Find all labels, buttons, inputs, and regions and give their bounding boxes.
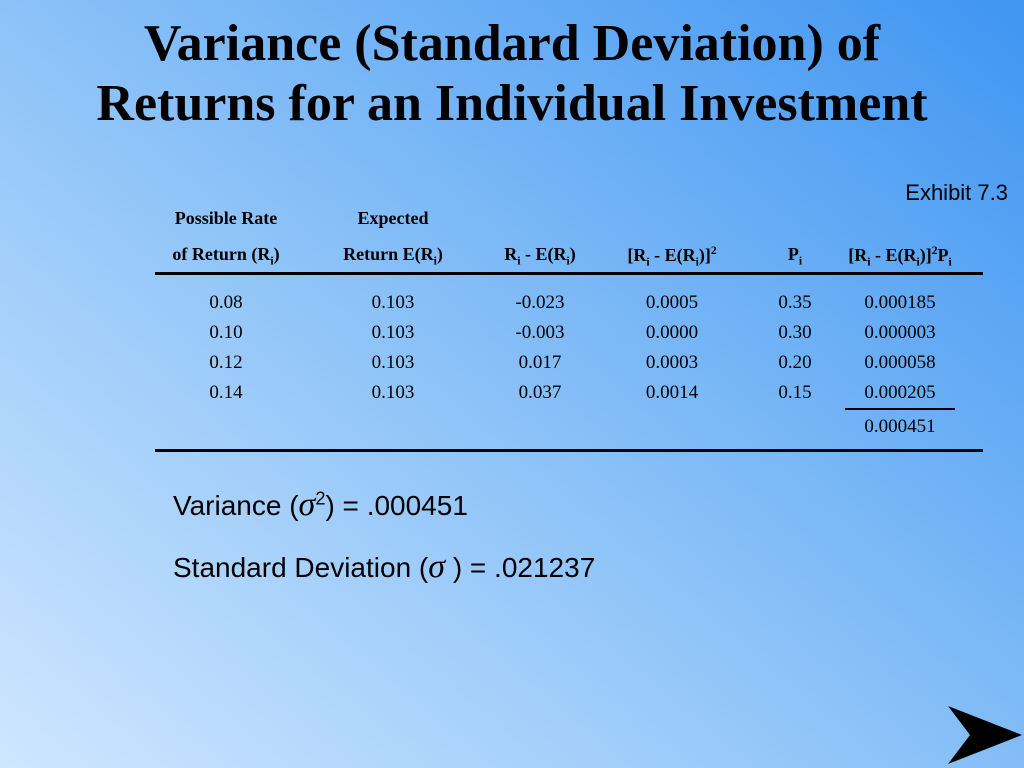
text: [R: [848, 245, 868, 265]
title: Variance (Standard Deviation) of Returns …: [0, 14, 1024, 134]
column-header: [Ri - E(Ri)]2Pi: [815, 244, 985, 269]
subscript: i: [695, 255, 699, 269]
text: Possible Rate: [174, 208, 278, 228]
table-cell: 0.0000: [645, 322, 699, 343]
table-cell: 0.000205: [864, 382, 936, 403]
result-line: Standard Deviation (σ ) = .021237: [173, 548, 595, 586]
table-cell: 0.0003: [645, 352, 699, 373]
text: P: [937, 245, 949, 265]
symbol: σ: [298, 486, 316, 523]
table-cell: 0.30: [778, 322, 812, 343]
superscript: 2: [710, 244, 717, 257]
symbol: σ: [428, 548, 446, 585]
text: - E(R: [520, 244, 567, 264]
column-header: Expected: [308, 208, 478, 229]
text: Variance (: [173, 490, 299, 521]
table-cell: 0.103: [371, 322, 415, 343]
next-arrow[interactable]: [944, 702, 1024, 768]
table-cell: 0.103: [371, 292, 415, 313]
table-cell: 0.08: [209, 292, 243, 313]
table-cell: 0.017: [518, 352, 562, 373]
table-cell: 0.000058: [864, 352, 936, 373]
subscript: i: [270, 254, 274, 268]
text: of Return (R: [172, 244, 271, 264]
table-cell: 0.103: [371, 382, 415, 403]
text: ) = .000451: [325, 490, 468, 521]
table-cell: 0.14: [209, 382, 243, 403]
text: Return E(R: [343, 244, 434, 264]
sum-rule: [845, 408, 955, 410]
title-line: Returns for an Individual Investment: [96, 75, 928, 132]
table-cell: 0.103: [371, 352, 415, 373]
table-cell: 0.10: [209, 322, 243, 343]
table-cell: 0.0005: [645, 292, 699, 313]
column-header: Possible Rate: [141, 208, 311, 229]
text: Expected: [357, 208, 429, 228]
text: Standard Deviation (: [173, 552, 429, 583]
text: ): [436, 244, 443, 264]
title-line: Variance (Standard Deviation) of: [143, 15, 881, 72]
text: )]: [698, 245, 711, 265]
table-cell: -0.023: [515, 292, 565, 313]
text: ): [273, 244, 280, 264]
subscript: i: [948, 255, 952, 269]
table-cell: 0.000003: [864, 322, 936, 343]
text: - E(R: [870, 245, 917, 265]
table-cell: 0.15: [778, 382, 812, 403]
column-header: Return E(Ri): [308, 244, 478, 268]
column-header: Pi: [710, 244, 880, 268]
subscript: i: [916, 255, 920, 269]
text: [R: [627, 245, 647, 265]
superscript: 2: [315, 488, 326, 509]
text: R: [504, 244, 518, 264]
subscript: i: [517, 254, 521, 268]
text: - E(R: [649, 245, 696, 265]
column-header: Ri - E(Ri): [455, 244, 625, 268]
superscript: 2: [931, 244, 938, 257]
column-header: of Return (Ri): [141, 244, 311, 268]
table-cell: 0.0014: [645, 382, 699, 403]
table-cell: 0.12: [209, 352, 243, 373]
subscript: i: [867, 255, 871, 269]
header-rule: [155, 272, 983, 275]
text: P: [787, 244, 799, 264]
column-header: [Ri - E(Ri)]2: [587, 244, 757, 269]
table-cell: 0.35: [778, 292, 812, 313]
text: )]: [919, 245, 932, 265]
total-cell: 0.000451: [864, 416, 936, 437]
table-cell: 0.20: [778, 352, 812, 373]
subscript: i: [646, 255, 650, 269]
arrow-shape[interactable]: [948, 706, 1022, 764]
result-line: Variance (σ2) = .000451: [173, 486, 468, 524]
text: ): [569, 244, 576, 264]
exhibit-label: Exhibit 7.3: [905, 180, 1008, 205]
subscript: i: [798, 254, 803, 268]
subscript: i: [566, 254, 570, 268]
table-cell: 0.037: [518, 382, 562, 403]
text: ) = .021237: [445, 552, 596, 583]
table-cell: -0.003: [515, 322, 565, 343]
bottom-rule: [155, 449, 983, 452]
table-cell: 0.000185: [864, 292, 936, 313]
subscript: i: [433, 254, 437, 268]
